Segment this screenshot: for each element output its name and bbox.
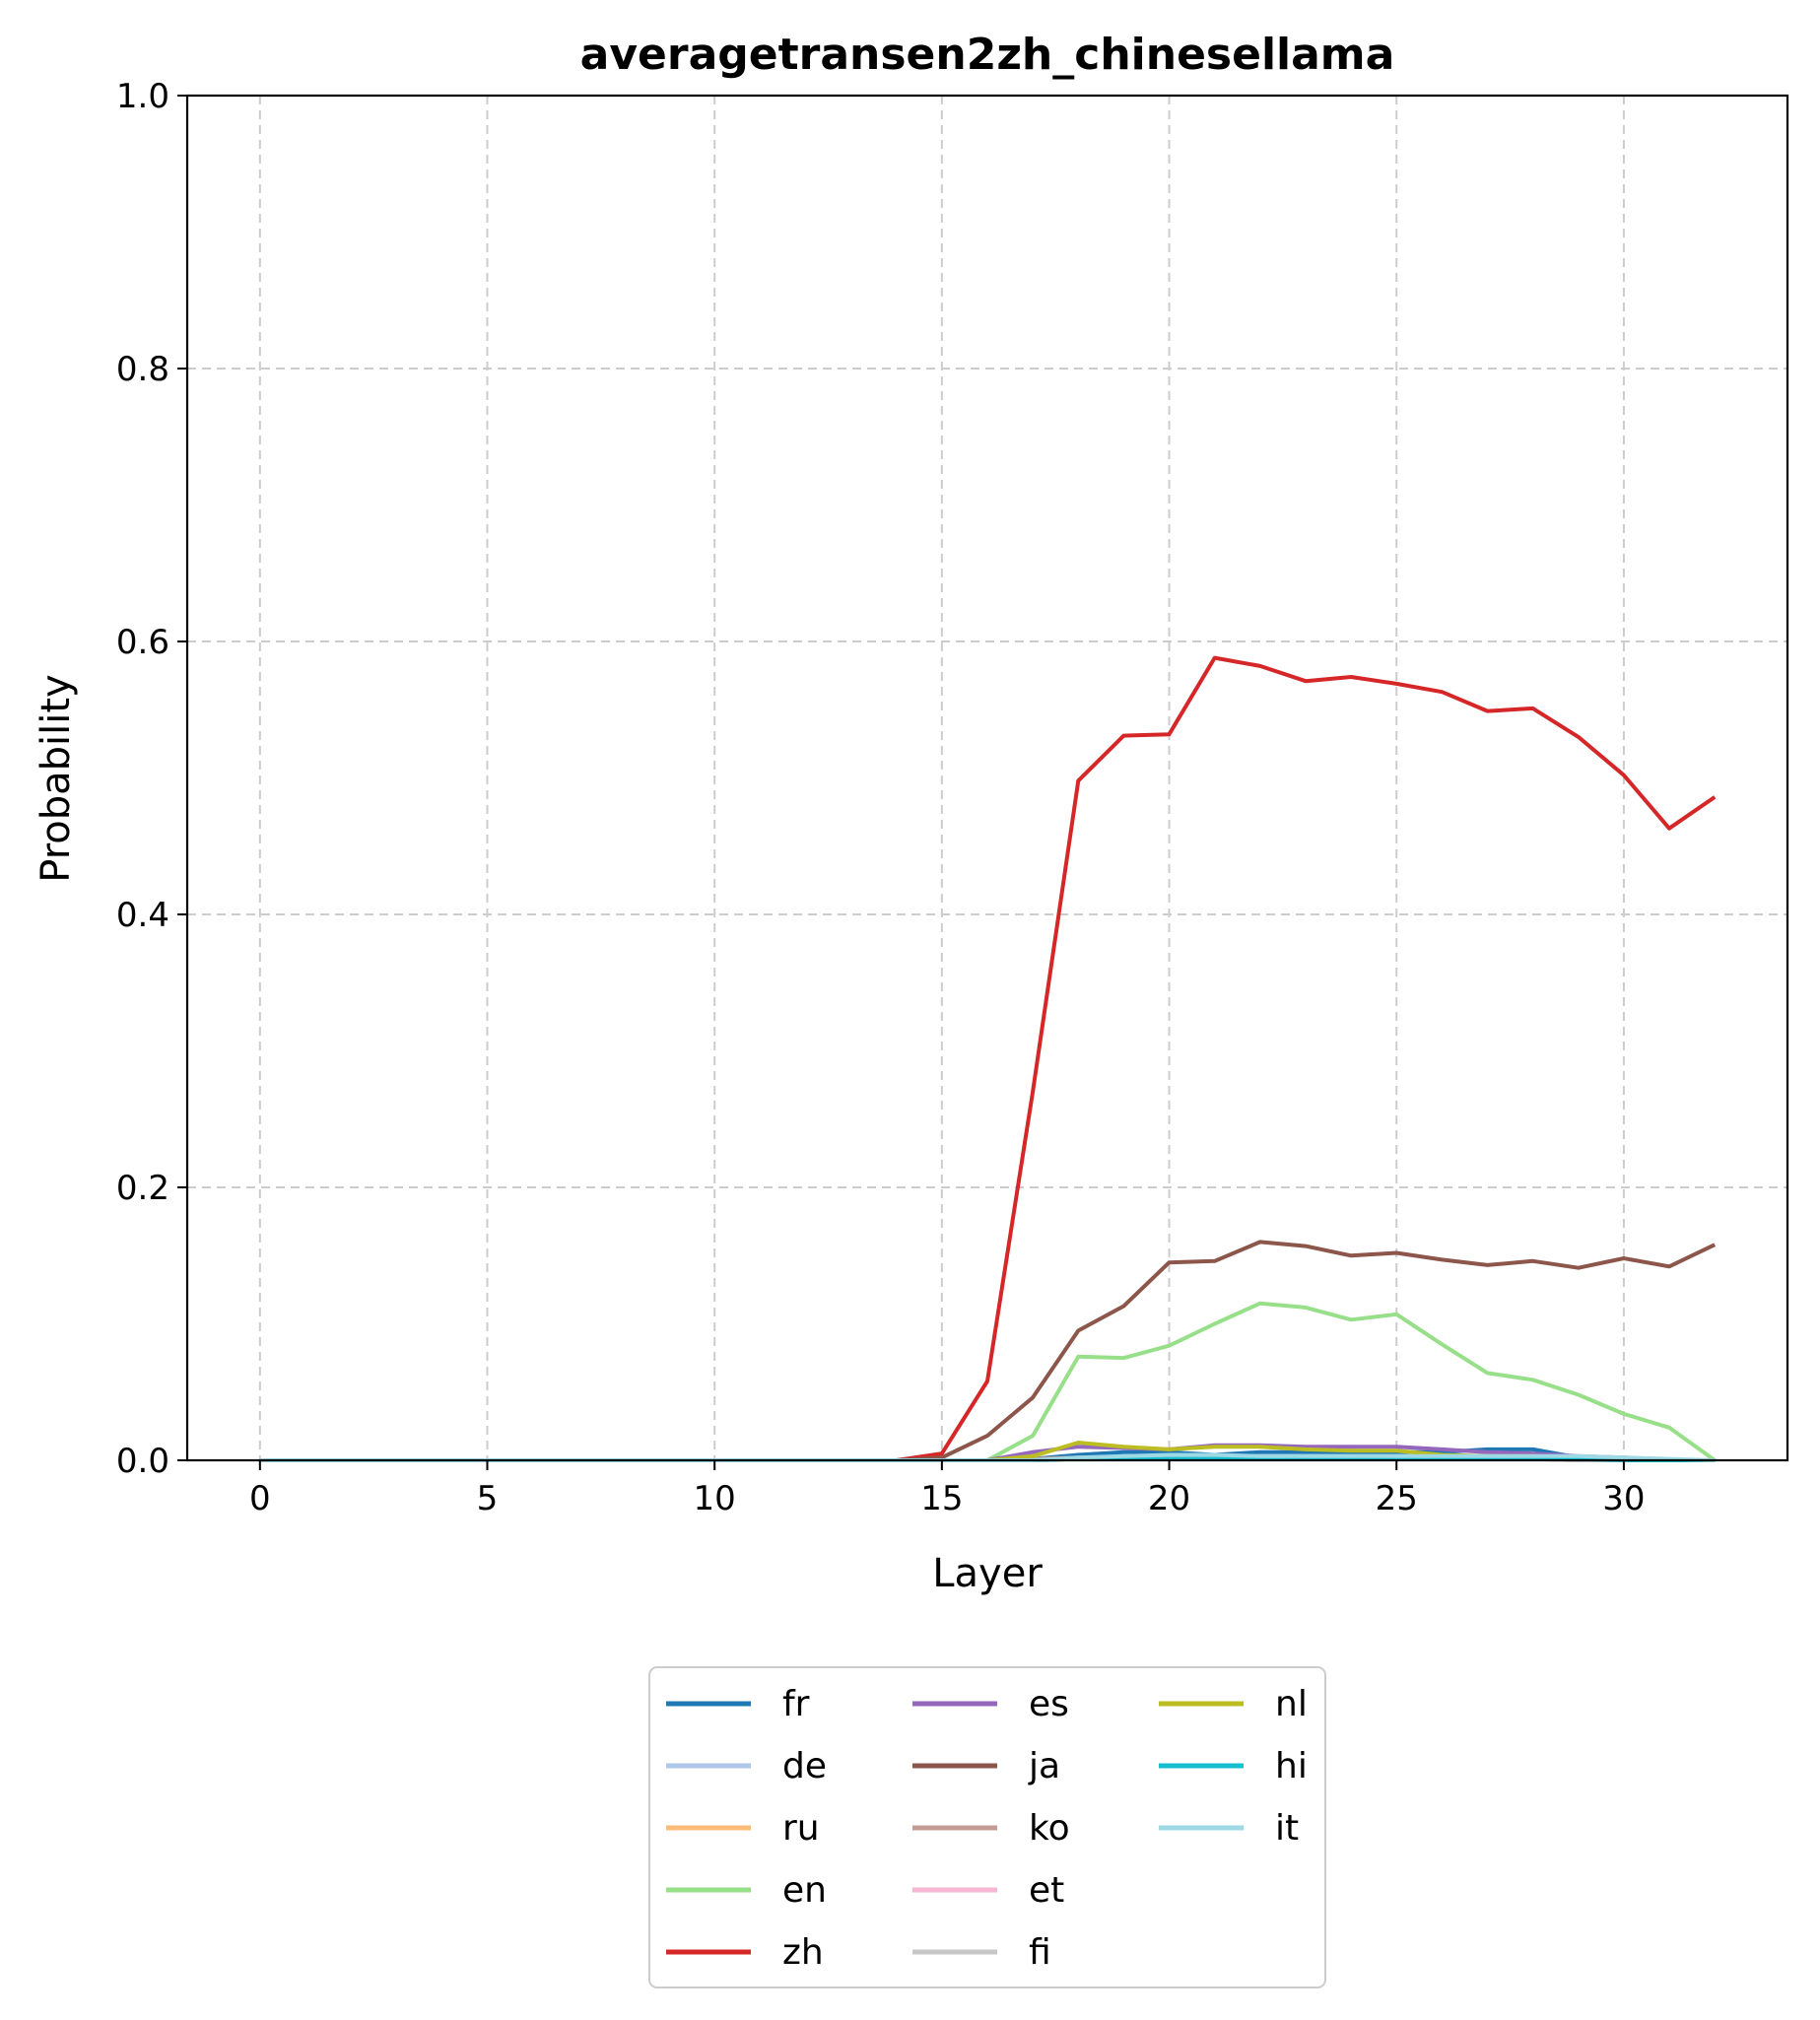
x-tick-label-15: 15 <box>920 1479 963 1518</box>
legend-label-ru: ru <box>782 1808 820 1849</box>
y-tick-label-1: 0.2 <box>116 1169 169 1208</box>
legend-label-ja: ja <box>1028 1746 1060 1786</box>
legend-label-ko: ko <box>1029 1808 1070 1849</box>
legend-label-it: it <box>1275 1808 1299 1849</box>
legend-label-nl: nl <box>1275 1684 1308 1724</box>
plot-frame <box>185 94 1789 1462</box>
legend-label-hi: hi <box>1275 1746 1308 1786</box>
x-tick-label-5: 5 <box>477 1479 499 1518</box>
y-tick-label-5: 1.0 <box>116 77 169 116</box>
chart-title: averagetransen2zh_chinesellama <box>580 30 1395 80</box>
y-tick-label-2: 0.4 <box>116 896 169 935</box>
x-tick-label-0: 0 <box>249 1479 271 1518</box>
x-tick-label-20: 20 <box>1148 1479 1190 1518</box>
y-tick-label-3: 0.6 <box>116 623 169 662</box>
axis-ticks: 0 5 10 15 20 25 30 0.0 0.2 0.4 0.6 0.8 1.0 <box>116 77 1646 1518</box>
legend-label-de: de <box>782 1746 827 1786</box>
legend-label-es: es <box>1029 1684 1069 1724</box>
x-tick-label-10: 10 <box>694 1479 736 1518</box>
legend-label-zh: zh <box>782 1932 824 1973</box>
legend-label-et: et <box>1029 1870 1064 1911</box>
y-tick-label-0: 0.0 <box>116 1442 169 1481</box>
y-tick-label-4: 0.8 <box>116 350 169 389</box>
legend-label-fr: fr <box>782 1684 810 1724</box>
x-axis-label: Layer <box>932 1551 1043 1596</box>
legend: fr de ru en zh es ja ko et fi nl hi it <box>648 1666 1326 1988</box>
legend-label-fi: fi <box>1029 1932 1051 1973</box>
legend-label-en: en <box>782 1870 827 1911</box>
x-tick-label-25: 25 <box>1376 1479 1418 1518</box>
y-axis-label: Probability <box>34 674 79 882</box>
x-tick-label-30: 30 <box>1602 1479 1645 1518</box>
